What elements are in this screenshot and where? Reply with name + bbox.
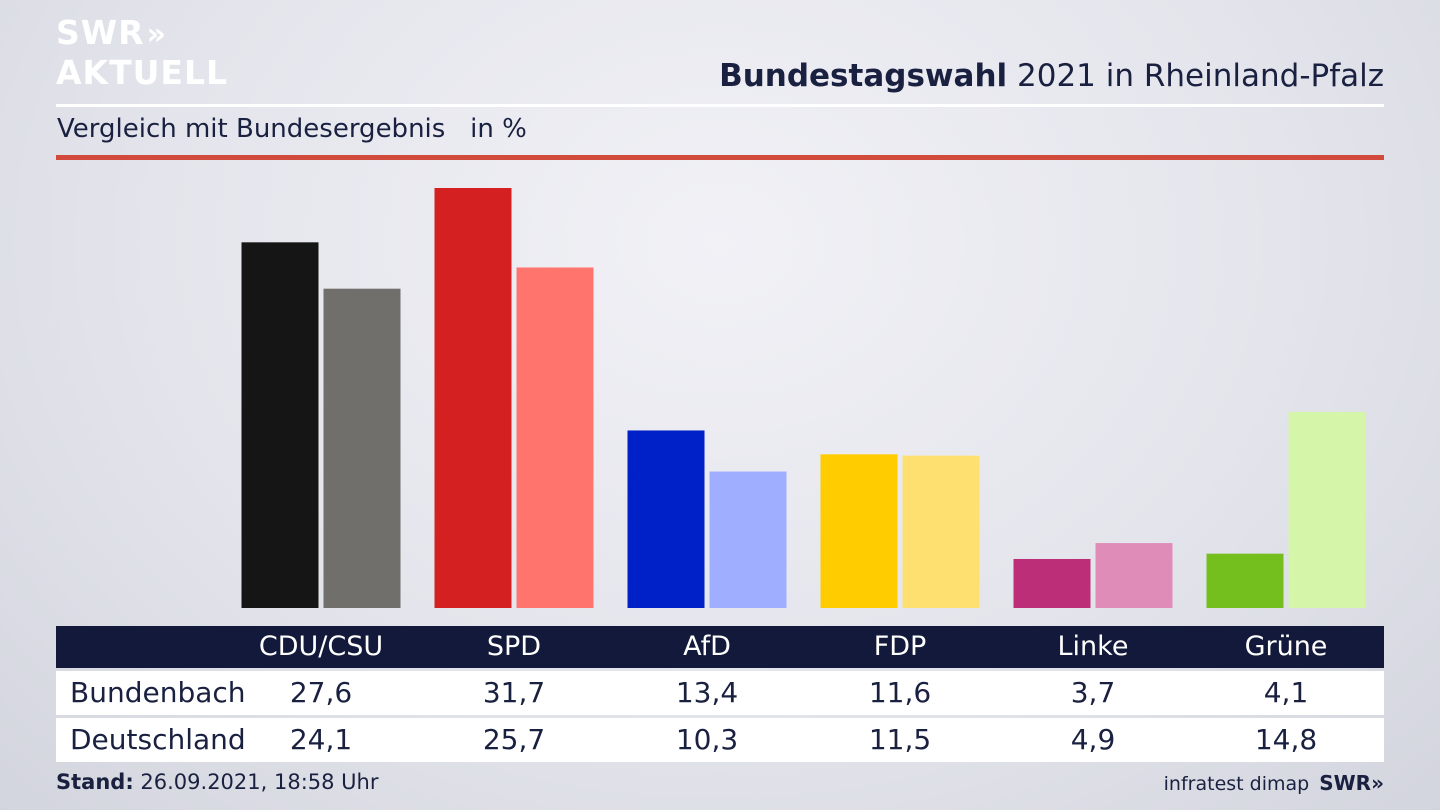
bar-fdp-deutschland (902, 455, 980, 608)
swr-logo-small: SWR» (1319, 771, 1384, 795)
bar-gr-ne-bundenbach (1206, 553, 1284, 608)
bar-cdu-csu-deutschland (323, 288, 401, 608)
table-cell: 10,3 (675, 723, 739, 756)
row-label: Bundenbach (70, 676, 246, 709)
bar-spd-deutschland (516, 267, 594, 608)
table-header-cell: AfD (683, 631, 731, 662)
table-cell: 27,6 (289, 676, 353, 709)
title-divider (56, 104, 1384, 107)
bar-cdu-csu-bundenbach (241, 242, 319, 608)
table-cell: 24,1 (289, 723, 353, 756)
table-header-cell: Linke (1057, 631, 1129, 662)
table-header-row: CDU/CSU SPD AfD FDP Linke Grüne (56, 626, 1384, 668)
row-label: Deutschland (70, 723, 246, 756)
bar-linke-bundenbach (1013, 558, 1091, 608)
bar-chart (241, 188, 1366, 608)
table-cell: 4,1 (1263, 676, 1309, 709)
bar-afd-bundenbach (627, 430, 705, 608)
table-cell: 11,6 (868, 676, 932, 709)
chart-subtitle: Vergleich mit Bundesergebnis in % (57, 114, 527, 144)
table-cell: 3,7 (1070, 676, 1116, 709)
table-row: Deutschland 24,1 25,7 10,3 11,5 4,9 14,8 (56, 718, 1384, 762)
bar-spd-bundenbach (434, 188, 512, 608)
title-bold: Bundestagswahl (719, 58, 1008, 94)
logo-line1: SWR (56, 13, 145, 52)
title-rest: 2021 in Rheinland-Pfalz (1007, 58, 1384, 94)
bar-linke-deutschland (1095, 543, 1173, 608)
bar-gr-ne-deutschland (1288, 411, 1366, 608)
table-header-cell: FDP (873, 631, 927, 662)
table-header-cell: Grüne (1244, 631, 1328, 662)
stand-value: 26.09.2021, 18:58 Uhr (133, 770, 379, 794)
subtitle-divider (56, 155, 1384, 160)
table-cell: 14,8 (1254, 723, 1318, 756)
table-header-cell: CDU/CSU (258, 631, 384, 662)
results-table: CDU/CSU SPD AfD FDP Linke Grüne Bundenbach 27,… (56, 626, 1384, 762)
table-header-cell: SPD (486, 631, 542, 662)
table-cell: 13,4 (675, 676, 739, 709)
table-row: Bundenbach 27,6 31,7 13,4 11,6 3,7 4,1 (56, 671, 1384, 715)
logo-line2: AKTUELL (56, 53, 229, 92)
source-label: infratest dimap (1163, 773, 1310, 795)
bar-afd-deutschland (709, 471, 787, 608)
swr-aktuell-logo: SWR» AKTUELL (56, 16, 228, 90)
source-credit: infratest dimap SWR» (1164, 771, 1384, 795)
page-title: Bundestagswahl 2021 in Rheinland-Pfalz (719, 58, 1384, 94)
table-cell: 25,7 (482, 723, 546, 756)
table-cell: 11,5 (868, 723, 932, 756)
table-cell: 4,9 (1070, 723, 1116, 756)
stand-label: Stand: (56, 770, 134, 794)
timestamp: Stand: 26.09.2021, 18:58 Uhr (56, 770, 379, 794)
bar-fdp-bundenbach (820, 454, 898, 608)
table-cell: 31,7 (482, 676, 546, 709)
table-body: Bundenbach 27,6 31,7 13,4 11,6 3,7 4,1 Deutschl… (56, 671, 1384, 762)
